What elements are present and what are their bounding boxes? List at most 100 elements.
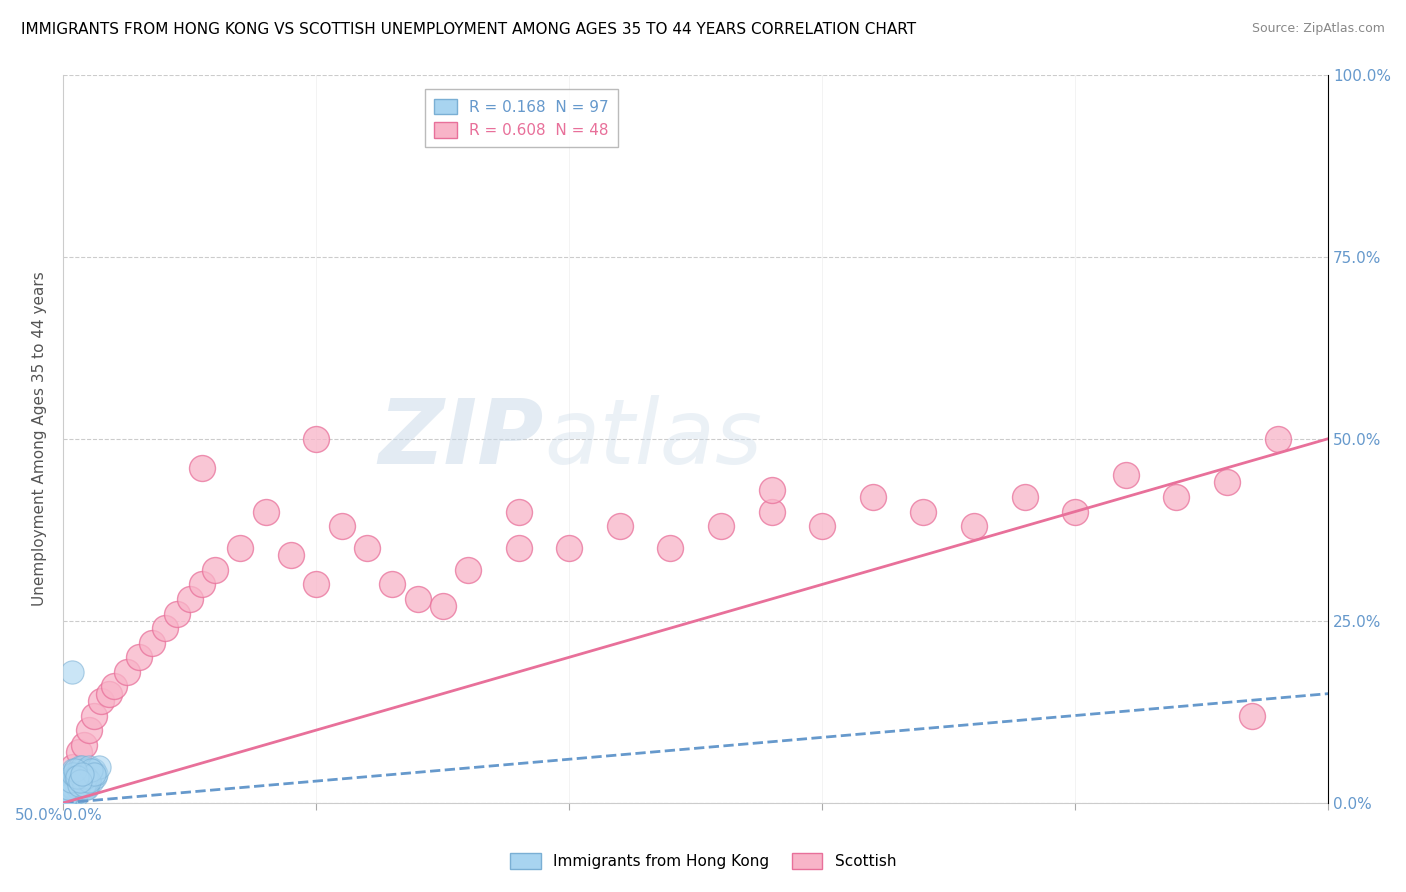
Point: [58, 774, 80, 789]
Point: [70, 771, 93, 785]
Point: [63, 763, 86, 777]
Point: [53, 789, 76, 803]
Point: [191, 461, 214, 475]
Point: [65, 781, 87, 796]
Point: [56, 781, 79, 796]
Point: [305, 577, 328, 591]
Point: [79, 771, 101, 785]
Point: [508, 541, 530, 555]
Point: [60, 774, 83, 789]
Point: [191, 577, 214, 591]
Point: [70, 781, 93, 796]
Point: [75, 771, 97, 785]
Legend: Immigrants from Hong Kong, Scottish: Immigrants from Hong Kong, Scottish: [503, 847, 903, 875]
Point: [58, 781, 80, 796]
Point: [77, 778, 100, 792]
Point: [69, 774, 91, 789]
Text: IMMIGRANTS FROM HONG KONG VS SCOTTISH UNEMPLOYMENT AMONG AGES 35 TO 44 YEARS COR: IMMIGRANTS FROM HONG KONG VS SCOTTISH UN…: [21, 22, 917, 37]
Point: [55, 785, 77, 799]
Point: [254, 505, 277, 519]
Point: [69, 781, 91, 796]
Point: [75, 781, 97, 796]
Point: [761, 483, 783, 497]
Point: [1241, 708, 1264, 723]
Point: [59, 785, 82, 799]
Point: [83, 766, 105, 780]
Point: [76, 781, 98, 796]
Point: [659, 541, 682, 555]
Point: [72, 778, 94, 792]
Point: [69, 759, 91, 773]
Point: [128, 650, 150, 665]
Point: [77, 723, 100, 737]
Point: [55, 792, 77, 806]
Point: [60, 665, 83, 679]
Point: [55, 781, 77, 796]
Point: [381, 577, 404, 591]
Point: [80, 763, 103, 777]
Point: [115, 665, 138, 679]
Point: [66, 771, 89, 785]
Point: [58, 774, 80, 789]
Point: [59, 766, 82, 780]
Point: [67, 778, 90, 792]
Point: [912, 505, 935, 519]
Point: [83, 763, 105, 777]
Point: [58, 785, 80, 799]
Point: [56, 774, 79, 789]
Point: [330, 519, 353, 533]
Point: [72, 778, 94, 792]
Point: [70, 763, 93, 777]
Text: 50.0%: 50.0%: [15, 808, 63, 823]
Point: [87, 759, 110, 773]
Point: [62, 774, 84, 789]
Point: [62, 759, 84, 773]
Point: [609, 519, 631, 533]
Point: [97, 687, 120, 701]
Point: [179, 591, 201, 606]
Point: [75, 778, 97, 792]
Point: [862, 490, 884, 504]
Point: [65, 778, 87, 792]
Point: [55, 789, 77, 803]
Point: [62, 766, 84, 780]
Point: [305, 432, 328, 446]
Y-axis label: Unemployment Among Ages 35 to 44 years: Unemployment Among Ages 35 to 44 years: [32, 271, 48, 606]
Point: [67, 778, 90, 792]
Point: [72, 738, 94, 752]
Point: [53, 792, 76, 806]
Point: [66, 771, 89, 785]
Point: [72, 759, 94, 773]
Point: [62, 763, 84, 777]
Point: [1115, 468, 1137, 483]
Point: [1064, 505, 1087, 519]
Point: [60, 774, 83, 789]
Point: [60, 785, 83, 799]
Point: [59, 781, 82, 796]
Point: [1014, 490, 1036, 504]
Point: [55, 789, 77, 803]
Point: [73, 766, 96, 780]
Point: [166, 607, 188, 621]
Point: [204, 563, 226, 577]
Point: [811, 519, 834, 533]
Point: [77, 774, 100, 789]
Point: [56, 792, 79, 806]
Point: [56, 785, 79, 799]
Point: [72, 771, 94, 785]
Point: [67, 745, 90, 759]
Point: [1216, 475, 1239, 490]
Text: ZIP: ZIP: [378, 395, 544, 483]
Point: [1267, 432, 1289, 446]
Point: [58, 789, 80, 803]
Point: [82, 774, 104, 789]
Point: [710, 519, 733, 533]
Point: [280, 548, 302, 562]
Point: [457, 563, 479, 577]
Point: [53, 792, 76, 806]
Point: [63, 771, 86, 785]
Point: [73, 774, 96, 789]
Point: [508, 505, 530, 519]
Point: [84, 766, 107, 780]
Point: [63, 781, 86, 796]
